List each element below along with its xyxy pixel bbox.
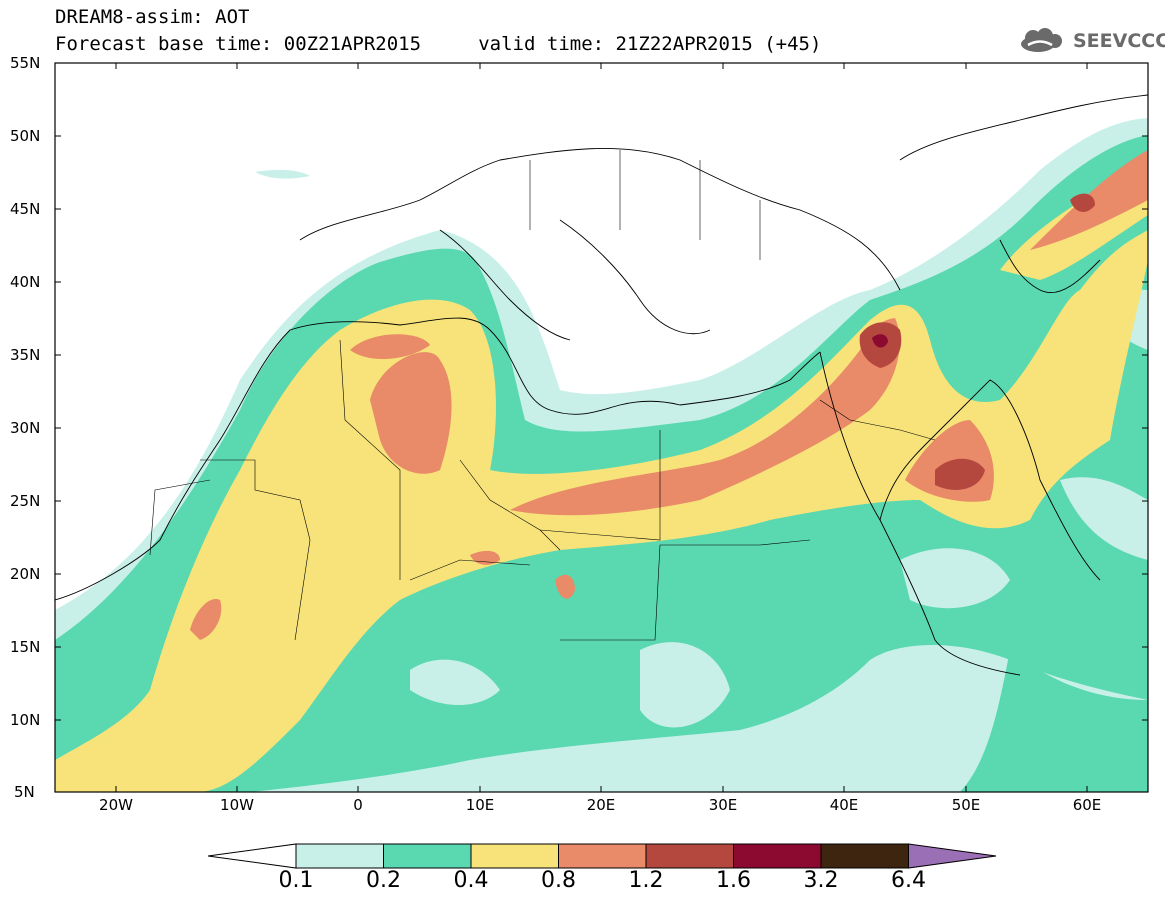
colorbar-bin-7 xyxy=(820,843,909,869)
country-borders xyxy=(149,150,936,641)
colorbar-label: 0.8 xyxy=(541,868,576,893)
lon-label: 60E xyxy=(1072,796,1102,814)
lon-label: 20W xyxy=(99,796,133,814)
lon-label: 10E xyxy=(465,796,495,814)
colorbar-bin-1 xyxy=(295,843,384,869)
colorbar-bin-3 xyxy=(470,843,559,869)
colorbar-over-triangle xyxy=(908,843,997,869)
colorbar-bin-5 xyxy=(645,843,734,869)
colorbar-label: 0.2 xyxy=(366,868,401,893)
lat-label: 20N xyxy=(10,565,41,583)
forecast-time-line: Forecast base time: 00Z21APR2015 valid t… xyxy=(55,33,822,55)
colorbar-label: 1.6 xyxy=(716,868,751,893)
coastlines xyxy=(55,94,1148,676)
lat-label: 25N xyxy=(10,492,41,510)
lon-label: 50E xyxy=(951,796,981,814)
axis-ticks xyxy=(55,62,1148,792)
map-title: DREAM8-assim: AOT xyxy=(55,6,250,28)
colorbar-bin-2 xyxy=(383,843,472,869)
colorbar-under-triangle xyxy=(207,843,297,869)
colorbar-label: 0.1 xyxy=(278,868,314,893)
lat-label: 55N xyxy=(10,54,41,72)
lat-label: 10N xyxy=(10,711,41,729)
lon-label: 0 xyxy=(353,796,363,814)
lon-label: 10W xyxy=(220,796,254,814)
lat-label: 35N xyxy=(10,346,41,364)
lat-label: 15N xyxy=(10,638,41,656)
lat-label: 5N xyxy=(14,783,35,801)
colorbar-bin-4 xyxy=(558,843,647,869)
lon-label: 30E xyxy=(708,796,738,814)
colorbar-label: 6.4 xyxy=(891,868,926,893)
colorbar-label: 1.2 xyxy=(628,868,664,893)
aot-contour-field xyxy=(55,63,1148,792)
logo-text: SEEVCCC xyxy=(1073,30,1165,52)
lon-label: 20E xyxy=(586,796,616,814)
colorbar-bin-6 xyxy=(733,843,822,869)
lat-label: 30N xyxy=(10,419,41,437)
lon-label: 40E xyxy=(829,796,859,814)
lat-label: 45N xyxy=(10,200,41,218)
colorbar-label: 0.4 xyxy=(453,868,489,893)
cloud-logo-icon xyxy=(1021,28,1062,52)
lat-label: 50N xyxy=(10,127,41,145)
lat-label: 40N xyxy=(10,273,41,291)
colorbar-label: 3.2 xyxy=(803,868,839,893)
colorbar xyxy=(207,843,997,869)
